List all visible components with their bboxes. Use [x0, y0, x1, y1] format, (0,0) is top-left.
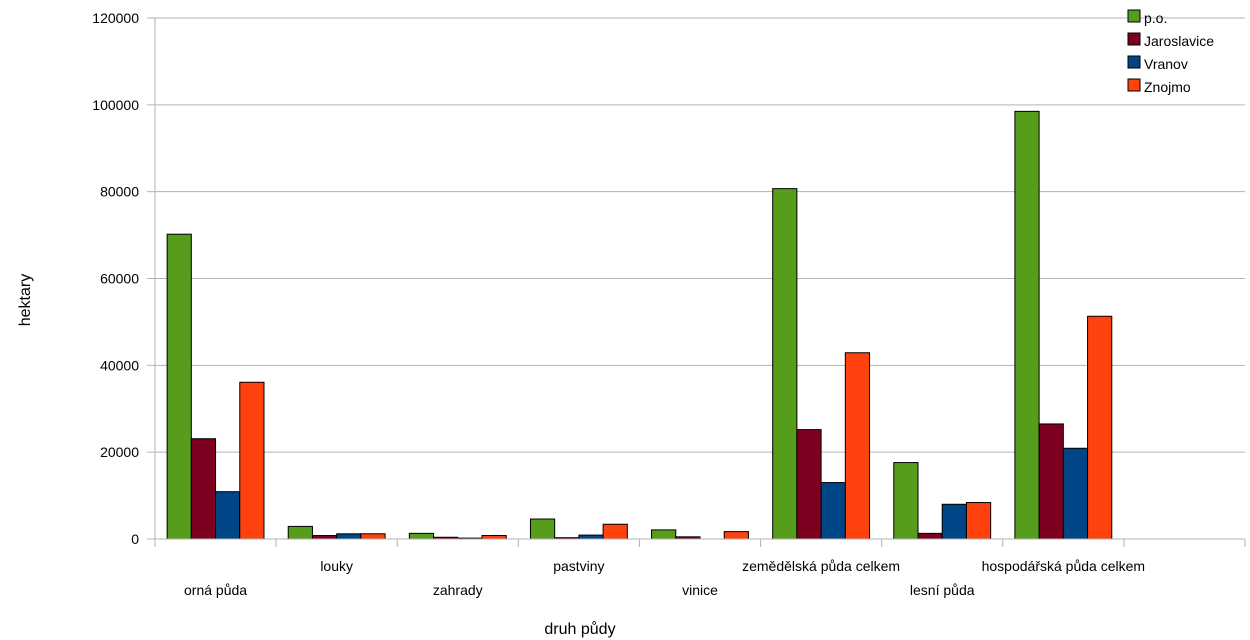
bar [1038, 423, 1064, 540]
bar [578, 534, 604, 540]
y-tick-label: 80000 [100, 184, 139, 200]
gridlines [155, 17, 1245, 540]
y-tick-label: 120000 [92, 10, 139, 26]
axes [147, 17, 1246, 547]
bar [796, 429, 822, 540]
bar [772, 188, 798, 540]
bar [239, 381, 265, 540]
bar [844, 352, 871, 540]
bar [408, 532, 435, 540]
bar [287, 525, 313, 540]
x-tick-label: hospodářská půda celkem [982, 558, 1145, 574]
bar [190, 438, 217, 540]
bar [723, 531, 749, 540]
bar [1087, 315, 1113, 540]
x-tick-label: zemědělská půda celkem [742, 558, 900, 574]
y-tick-labels: 0 20000 40000 60000 80000 100000 120000 [92, 10, 139, 547]
bar [820, 482, 846, 540]
x-tick-label: pastviny [553, 558, 604, 574]
legend-swatch [1127, 55, 1141, 69]
y-tick-label: 60000 [100, 271, 139, 287]
legend-label: Jaroslavice [1144, 33, 1214, 49]
x-tick-label: lesní půda [910, 582, 975, 598]
y-tick-label: 0 [131, 531, 139, 547]
legend-swatch [1127, 9, 1141, 23]
legend-label: Vranov [1144, 56, 1188, 72]
y-axis-title: hektary [17, 274, 34, 326]
y-tick-label: 40000 [100, 357, 139, 373]
legend-label: Znojmo [1144, 79, 1191, 95]
bar [1062, 447, 1089, 540]
y-tick-label: 20000 [100, 444, 139, 460]
bar [311, 535, 338, 540]
bar [1014, 110, 1040, 540]
x-axis-title: druh půdy [544, 620, 615, 638]
bar [602, 523, 628, 540]
bar [529, 518, 556, 540]
bar [360, 533, 386, 540]
bar [336, 533, 362, 540]
bar [893, 462, 919, 540]
bar [481, 535, 507, 540]
bar [651, 529, 677, 540]
legend-label: p.o. [1144, 10, 1167, 26]
x-tick-labels: orná půda louky zahrady pastviny vinice zeměd… [184, 558, 1145, 598]
bar [215, 491, 241, 540]
x-tick-label: louky [320, 558, 353, 574]
bar [917, 532, 943, 540]
bar [965, 502, 992, 540]
bar [941, 503, 967, 540]
y-tick-label: 100000 [92, 97, 139, 113]
legend: p.o. Jaroslavice Vranov Znojmo [1127, 9, 1214, 95]
legend-swatch [1127, 78, 1141, 92]
x-tick-label: vinice [682, 582, 718, 598]
legend-swatch [1127, 32, 1141, 46]
bars [166, 110, 1113, 540]
x-tick-label: zahrady [433, 582, 483, 598]
x-tick-label: orná půda [184, 582, 247, 598]
bar [166, 233, 192, 540]
